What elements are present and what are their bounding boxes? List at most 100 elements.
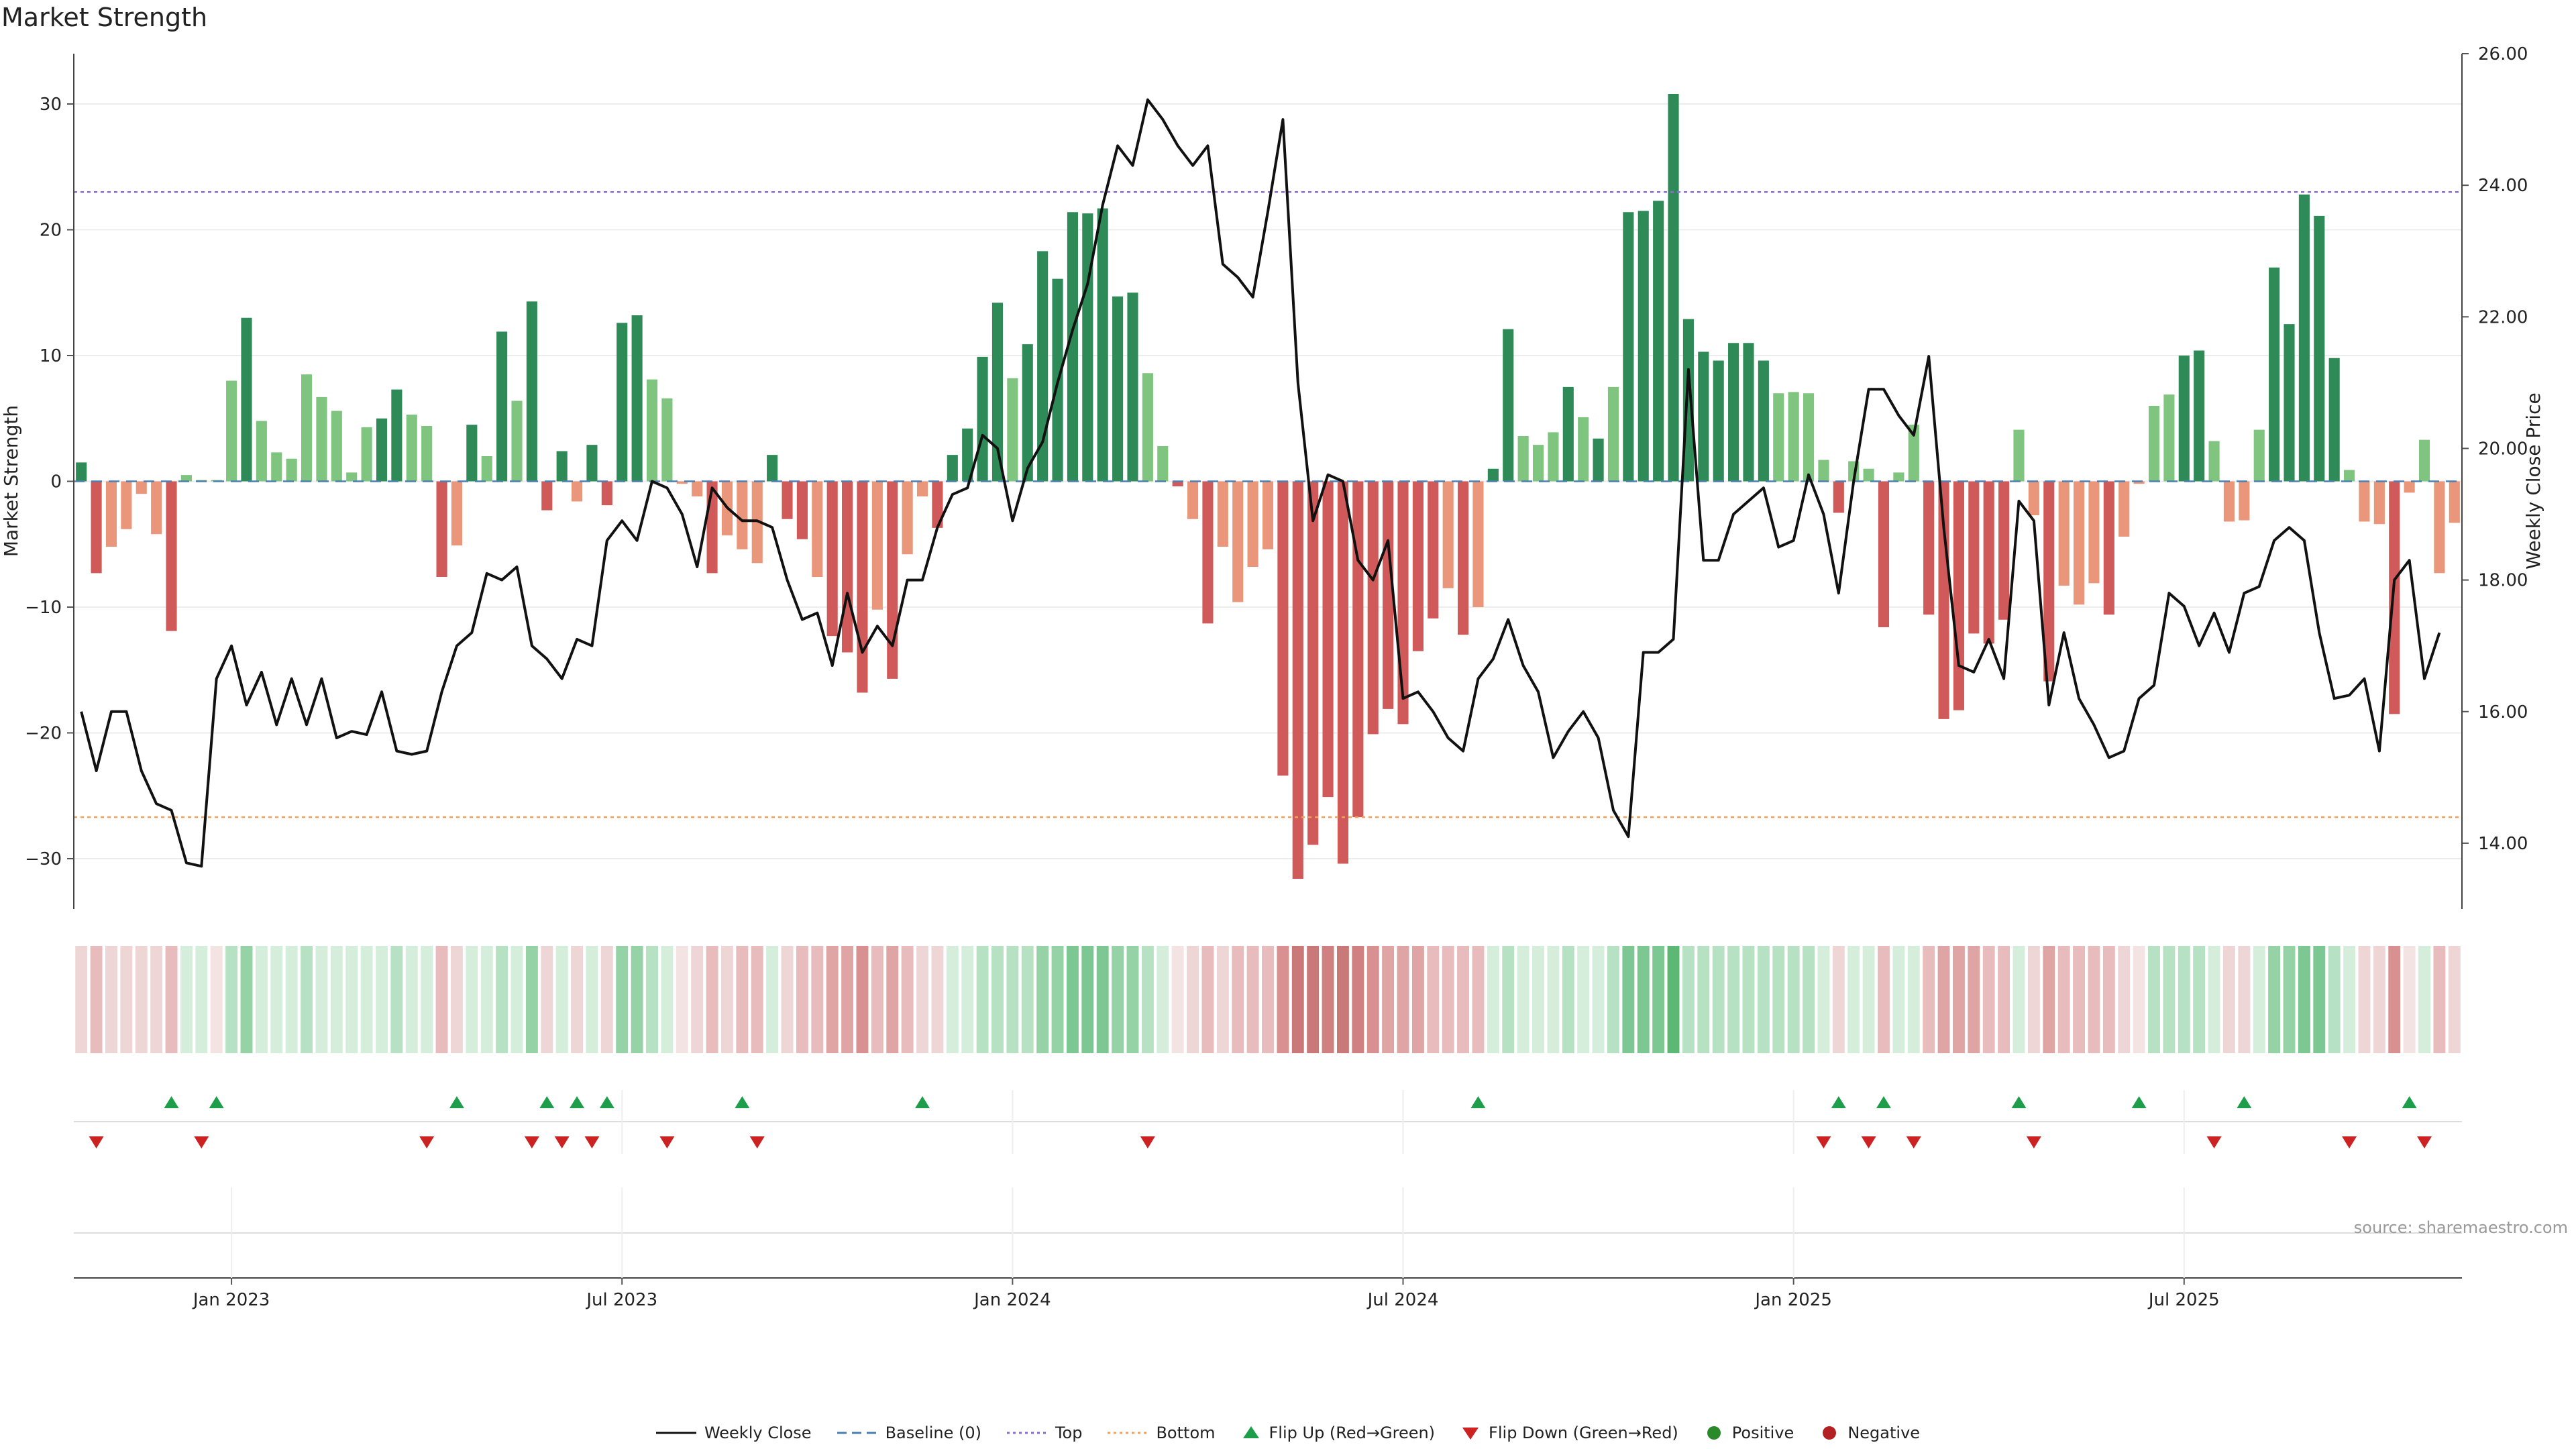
right-axis-label: Weekly Close Price	[2522, 392, 2544, 569]
legend-negative[interactable]: Negative	[1819, 1424, 1920, 1442]
legend-top[interactable]: Top	[1006, 1424, 1082, 1442]
heat-cell	[240, 946, 253, 1053]
flip-up-marker	[915, 1096, 930, 1108]
axes-layer: 30 20 10 0 −10 −20 −30 14.00 16.00 18.00 20.00 22.0…	[0, 44, 2544, 909]
strength-bar	[1307, 481, 1319, 845]
strength-bar	[1923, 481, 1935, 615]
strength-bar	[2223, 481, 2235, 522]
heat-cell	[315, 946, 328, 1053]
heat-cell	[991, 946, 1004, 1053]
legend-weekly-close[interactable]: Weekly Close	[655, 1424, 812, 1442]
flip-down-marker	[749, 1136, 765, 1148]
strength-bar	[466, 425, 478, 482]
legend-flip-down[interactable]: Flip Down (Green→Red)	[1460, 1424, 1678, 1442]
strength-bar	[2208, 441, 2220, 482]
heat-cell	[1036, 946, 1049, 1053]
flip-up-marker	[2402, 1096, 2417, 1108]
heat-cell	[2433, 946, 2446, 1053]
legend-baseline[interactable]: Baseline (0)	[837, 1424, 981, 1442]
heat-cell	[2208, 946, 2220, 1053]
heat-cell	[2043, 946, 2055, 1053]
heat-cell	[90, 946, 103, 1053]
strength-bar	[1277, 481, 1289, 776]
strength-bar	[932, 481, 943, 528]
heat-cell	[1366, 946, 1379, 1053]
heat-cell	[571, 946, 584, 1053]
heat-cell	[1968, 946, 1980, 1053]
strength-bar	[1022, 344, 1033, 482]
strength-bar	[406, 415, 417, 482]
chart-title: Market Strength	[1, 3, 208, 32]
strength-bar	[346, 472, 358, 482]
flip-up-marker	[1470, 1096, 1486, 1108]
strength-bar	[1247, 481, 1258, 567]
heat-cell	[1803, 946, 1815, 1053]
flip-up-marker	[1876, 1096, 1891, 1108]
strength-bar	[1157, 446, 1169, 482]
strength-bar	[151, 481, 162, 535]
heat-cell	[961, 946, 974, 1053]
legend-bottom[interactable]: Bottom	[1108, 1424, 1216, 1442]
heat-cell	[525, 946, 538, 1053]
legend-positive[interactable]: Positive	[1704, 1424, 1794, 1442]
heat-cell	[345, 946, 358, 1053]
strength-bar	[1653, 201, 1664, 482]
heat-cell	[270, 946, 283, 1053]
flip-down-marker	[659, 1136, 675, 1148]
heat-cell	[2118, 946, 2131, 1053]
heat-cell	[435, 946, 448, 1053]
strength-bar	[256, 421, 267, 482]
strength-bar	[331, 411, 342, 482]
heat-cell	[2388, 946, 2401, 1053]
heat-cell	[600, 946, 613, 1053]
strength-bar	[316, 396, 327, 482]
heat-cell	[1171, 946, 1184, 1053]
strength-bar	[1758, 360, 1769, 482]
heat-cell	[916, 946, 928, 1053]
heat-cell	[796, 946, 808, 1053]
strength-bar	[1067, 212, 1078, 482]
heat-cell	[1652, 946, 1665, 1053]
heat-cell	[195, 946, 208, 1053]
strength-bar	[2418, 439, 2430, 482]
strength-bar	[271, 452, 282, 482]
right-tick-label: 22.00	[2478, 307, 2528, 327]
heat-cell	[1742, 946, 1755, 1053]
heat-cell	[1787, 946, 1800, 1053]
right-tick-label: 26.00	[2478, 44, 2528, 64]
strength-bar	[1698, 352, 1709, 482]
strength-bar	[796, 481, 808, 539]
heat-cell	[541, 946, 553, 1053]
right-tick-label: 20.00	[2478, 439, 2528, 459]
heat-cell	[1322, 946, 1334, 1053]
heat-cell	[1923, 946, 1935, 1053]
heat-cell	[1592, 946, 1605, 1053]
strength-bar	[421, 426, 433, 482]
legend-positive-label: Positive	[1731, 1424, 1794, 1442]
heat-cell	[466, 946, 478, 1053]
strength-bar	[2253, 429, 2265, 482]
strength-bar	[391, 389, 402, 482]
strength-bar	[977, 356, 988, 482]
legend-flip-up[interactable]: Flip Up (Red→Green)	[1241, 1424, 1435, 1442]
heat-cell	[1277, 946, 1289, 1053]
strength-bar	[1412, 481, 1424, 651]
strength-bar	[1638, 211, 1649, 482]
heat-cell	[841, 946, 854, 1053]
heat-cell	[946, 946, 959, 1053]
strength-bar	[1878, 481, 1890, 627]
left-tick-label: −30	[25, 849, 62, 869]
strength-bar	[1503, 329, 1514, 482]
strength-bar	[1187, 481, 1199, 519]
flip-up-icon	[1242, 1426, 1259, 1438]
heat-strip-layer	[75, 946, 2461, 1053]
heat-cell	[1112, 946, 1124, 1053]
heat-cell	[2283, 946, 2296, 1053]
x-tick-label: Jul 2024	[1366, 1290, 1439, 1310]
heat-cell	[1907, 946, 1920, 1053]
strength-bar	[2359, 481, 2370, 522]
flip-up-marker	[735, 1096, 750, 1108]
strength-bar	[601, 481, 612, 506]
heat-cell	[1622, 946, 1635, 1053]
heat-cell	[706, 946, 718, 1053]
